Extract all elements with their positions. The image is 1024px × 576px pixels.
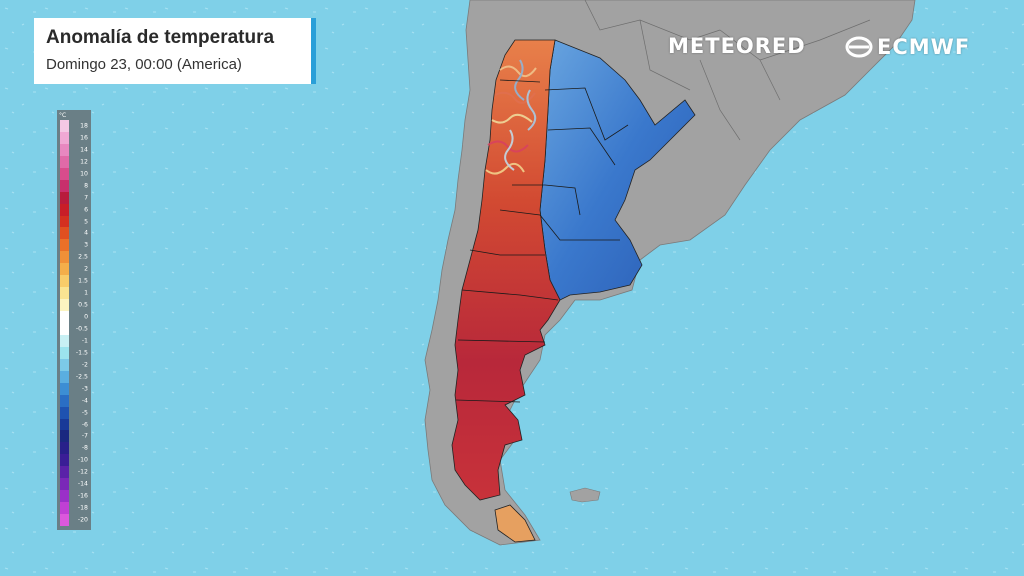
legend-swatch <box>60 382 69 396</box>
legend-swatch <box>60 430 69 443</box>
legend-swatch <box>60 263 69 276</box>
page-subtitle: Domingo 23, 00:00 (America) <box>46 56 242 73</box>
legend-swatch <box>60 502 69 515</box>
legend-label: -0.5 <box>75 325 88 333</box>
legend-label: 2.5 <box>78 253 88 261</box>
legend-swatch <box>60 346 69 360</box>
legend-label: 7 <box>84 194 88 202</box>
legend-label: -12 <box>77 468 88 476</box>
legend-swatch <box>60 514 69 527</box>
legend-swatch <box>60 394 69 408</box>
legend-label: -4 <box>81 397 88 405</box>
legend-swatch <box>60 131 69 145</box>
legend-label: -1 <box>81 337 88 345</box>
legend-label: 0.5 <box>78 301 88 309</box>
legend-swatch <box>60 227 69 240</box>
title-box: Anomalía de temperatura Domingo 23, 00:0… <box>34 18 316 84</box>
legend-label: -1.5 <box>75 349 88 357</box>
legend-swatch <box>60 478 69 491</box>
legend-label: -20 <box>77 516 88 524</box>
legend-label: -10 <box>77 456 88 464</box>
legend-label: 3 <box>84 241 88 249</box>
legend-label: 14 <box>80 146 88 154</box>
legend-swatch <box>60 370 69 384</box>
legend-swatch <box>60 406 69 420</box>
legend-swatch <box>60 191 69 205</box>
legend-label: 16 <box>80 134 88 142</box>
warm-anomaly-region <box>451 39 561 501</box>
meteored-logo: METEORED <box>668 34 806 58</box>
legend-label: 5 <box>84 218 88 225</box>
legend-swatch <box>60 418 69 431</box>
legend-color-bar <box>60 120 69 527</box>
legend-label: -14 <box>77 480 88 488</box>
legend-swatch <box>60 215 69 228</box>
legend-label: -2.5 <box>75 373 88 381</box>
legend-label: -8 <box>81 444 88 452</box>
legend-labels: 18 16 14 12 10 8 7 6 5 4 3 2.5 2 1.5 1 0.5 0 -0.5 -1 -1.5 -2… <box>70 120 90 526</box>
legend-swatch <box>60 323 69 336</box>
legend-swatch <box>60 143 69 157</box>
legend-swatch <box>60 358 69 372</box>
legend-label: 1.5 <box>78 277 88 285</box>
legend-unit: °C <box>59 112 67 119</box>
legend-swatch <box>60 466 69 479</box>
legend-label: 10 <box>80 170 88 178</box>
province-borders <box>455 79 629 403</box>
legend-label: 4 <box>84 229 88 237</box>
legend-swatch <box>60 490 69 503</box>
legend-label: -7 <box>81 432 88 440</box>
ecmwf-label: ECMWF <box>877 35 971 59</box>
legend-label: 8 <box>84 182 88 190</box>
legend-label: 0 <box>84 313 88 321</box>
page-title: Anomalía de temperatura <box>46 27 275 48</box>
legend-swatch <box>60 275 69 288</box>
legend-label: 18 <box>80 122 88 130</box>
legend-label: -3 <box>81 385 88 393</box>
legend-label: -2 <box>81 361 88 369</box>
legend-label: 1 <box>84 289 88 297</box>
falkland-islands <box>569 487 601 503</box>
legend-swatch <box>60 203 69 217</box>
legend-swatch <box>60 120 69 133</box>
legend-swatch <box>60 179 69 193</box>
legend-label: 12 <box>80 158 88 166</box>
legend-swatch <box>60 442 69 455</box>
tierra-del-fuego <box>494 504 536 543</box>
legend-swatch <box>60 251 69 264</box>
ecmwf-logo: ECMWF <box>845 34 970 60</box>
legend-swatch <box>60 167 69 181</box>
legend-swatch <box>60 311 69 324</box>
color-legend: °C 18 16 14 12 10 8 7 6 5 4 3 2.5 2 1.5 1 0.5 0 -0.5 -1 -1.… <box>57 110 91 530</box>
ecmwf-swirl-icon <box>845 36 873 58</box>
legend-label: -6 <box>81 421 88 428</box>
legend-swatch <box>60 454 69 467</box>
legend-label: -18 <box>77 504 88 512</box>
legend-swatch <box>60 239 69 252</box>
legend-swatch <box>60 334 69 348</box>
legend-label: -5 <box>81 409 88 417</box>
legend-swatch <box>60 299 69 312</box>
legend-swatch <box>60 287 69 300</box>
legend-label: -16 <box>77 492 88 500</box>
legend-label: 6 <box>84 206 88 214</box>
andes-texture <box>485 59 537 175</box>
country-borders <box>584 0 871 141</box>
legend-swatch <box>60 155 69 169</box>
legend-label: 2 <box>84 265 88 273</box>
